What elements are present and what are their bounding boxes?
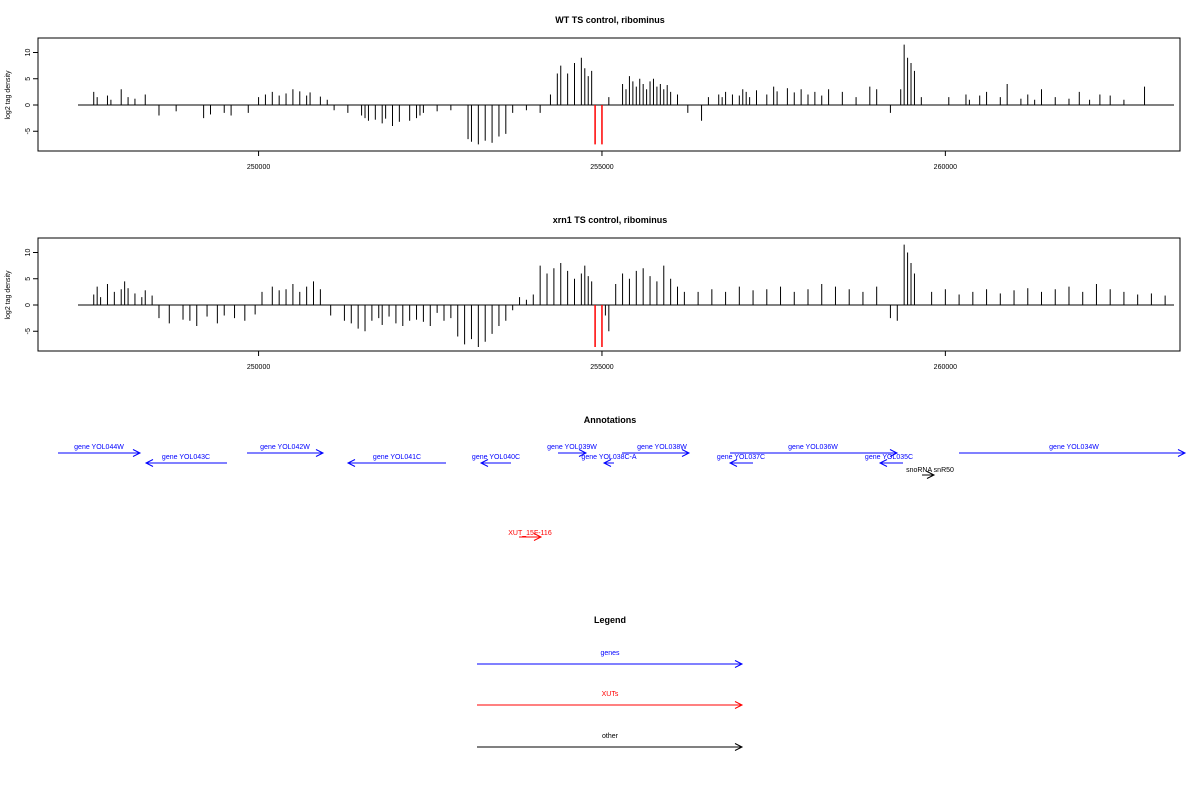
legend-item-label: XUTs [602, 691, 619, 698]
legend-item: other [477, 733, 744, 751]
gene-arrowhead [144, 459, 154, 467]
wt-x-tick-label: 255000 [590, 164, 613, 171]
gene-label: gene YOL040C [472, 454, 520, 461]
gene-label: gene YOL042W [260, 444, 310, 451]
legend-items: genes XUTs other [477, 650, 744, 751]
legend-item: XUTs [477, 691, 744, 709]
annotation-features: gene YOL044W gene YOL043C gene YOL042W gene… [58, 444, 1187, 541]
xrn1-x-tick-label: 255000 [590, 364, 613, 371]
gene-feature: gene YOL041C [346, 454, 446, 467]
wt-y-tick-label: -5 [25, 128, 32, 134]
gene-label: gene YOL039W [547, 444, 597, 451]
wt-plot-frame [37, 37, 1181, 152]
xrn1-x-axis: 250000 255000 260000 [247, 350, 957, 371]
gene-label: gene YOL038W [637, 444, 687, 451]
xut-feature: XUT_15F-116 [508, 530, 552, 541]
wt-x-axis: 250000 255000 260000 [247, 150, 957, 171]
gene-feature: gene YOL035C [865, 454, 913, 467]
xrn1-y-tick-label: 5 [25, 277, 32, 281]
xrn1-y-tick-label: 10 [25, 249, 32, 257]
xrn1-x-tick-label: 250000 [247, 364, 270, 371]
wt-y-tick-label: 10 [25, 49, 32, 57]
other-feature: snoRNA snR50 [906, 467, 954, 479]
legend-arrowhead [734, 743, 744, 751]
gene-label: gene YOL037C [717, 454, 765, 461]
wt-x-tick-label: 250000 [247, 164, 270, 171]
gene-feature: gene YOL038C-A [581, 454, 637, 467]
gene-feature: gene YOL043C [144, 454, 227, 467]
gene-feature: gene YOL044W [58, 444, 142, 457]
gene-arrowhead [681, 449, 691, 457]
xrn1-x-tick-label: 260000 [934, 364, 957, 371]
wt-track-panel: WT TS control, ribominus log2 tag densit… [5, 15, 1181, 171]
wt-y-tick-label: 5 [25, 77, 32, 81]
gene-label: gene YOL036W [788, 444, 838, 451]
xrn1-y-axis: 10 5 0 -5 [25, 249, 39, 334]
gene-feature: gene YOL038W [622, 444, 691, 457]
gene-feature: gene YOL040C [472, 454, 520, 467]
xrn1-track-panel: xrn1 TS control, ribominus log2 tag dens… [5, 215, 1181, 371]
xrn1-y-axis-label: log2 tag density [5, 270, 12, 320]
gene-feature: gene YOL034W [959, 444, 1187, 457]
xut-arrowhead [533, 533, 543, 541]
gene-arrowhead [602, 459, 612, 467]
gene-arrowhead [346, 459, 356, 467]
gene-label: gene YOL041C [373, 454, 421, 461]
wt-y-tick-label: 0 [25, 103, 32, 107]
gene-feature: gene YOL042W [247, 444, 325, 457]
gene-feature: gene YOL037C [717, 454, 765, 467]
wt-y-axis-label: log2 tag density [5, 70, 12, 120]
legend-item: genes [477, 650, 744, 668]
annotations-title: Annotations [584, 415, 637, 425]
gene-arrowhead [728, 459, 738, 467]
gene-arrowhead [132, 449, 142, 457]
other-arrowhead [926, 471, 936, 479]
gene-arrowhead [878, 459, 888, 467]
gene-arrowhead [889, 449, 899, 457]
gene-arrowhead [315, 449, 325, 457]
wt-x-tick-label: 260000 [934, 164, 957, 171]
xrn1-y-tick-label: 0 [25, 303, 32, 307]
legend-item-label: other [602, 733, 619, 740]
other-label: snoRNA snR50 [906, 467, 954, 474]
gene-arrowhead [479, 459, 489, 467]
legend-arrowhead [734, 701, 744, 709]
gene-arrowhead [1177, 449, 1187, 457]
xut-label: XUT_15F-116 [508, 530, 552, 537]
gene-feature: gene YOL039W [547, 444, 597, 457]
wt-track-title: WT TS control, ribominus [555, 15, 665, 25]
wt-y-axis: 10 5 0 -5 [25, 49, 39, 134]
wt-marks [78, 44, 1174, 145]
gene-label: gene YOL034W [1049, 444, 1099, 451]
xrn1-marks [78, 244, 1174, 347]
xrn1-plot-frame [37, 237, 1181, 352]
legend-panel: Legend genes XUTs other [477, 615, 744, 751]
gene-arrowhead [578, 449, 588, 457]
gene-label: gene YOL035C [865, 454, 913, 461]
legend-item-label: genes [600, 650, 620, 657]
gene-feature: gene YOL036W [730, 444, 899, 457]
gene-label: gene YOL038C-A [581, 454, 636, 461]
legend-title: Legend [594, 615, 626, 625]
gene-label: gene YOL044W [74, 444, 124, 451]
xrn1-track-title: xrn1 TS control, ribominus [553, 215, 668, 225]
xrn1-y-tick-label: -5 [25, 328, 32, 334]
gene-label: gene YOL043C [162, 454, 210, 461]
legend-arrowhead [734, 660, 744, 668]
